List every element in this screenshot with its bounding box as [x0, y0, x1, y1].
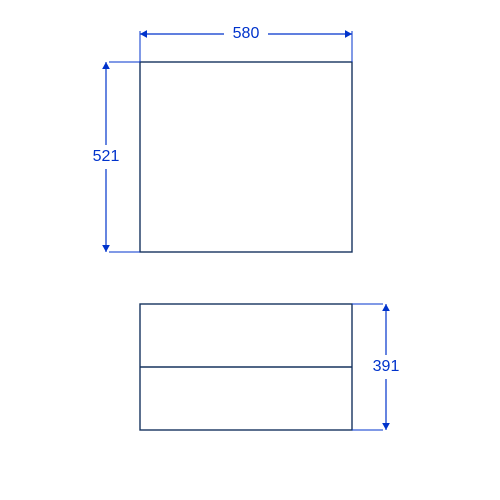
technical-drawing: 580 521 391 — [0, 0, 500, 500]
dimension-label: 580 — [233, 25, 260, 42]
dimension-label: 391 — [373, 358, 400, 375]
canvas-bg — [0, 0, 500, 500]
dimension-label: 521 — [93, 148, 120, 165]
